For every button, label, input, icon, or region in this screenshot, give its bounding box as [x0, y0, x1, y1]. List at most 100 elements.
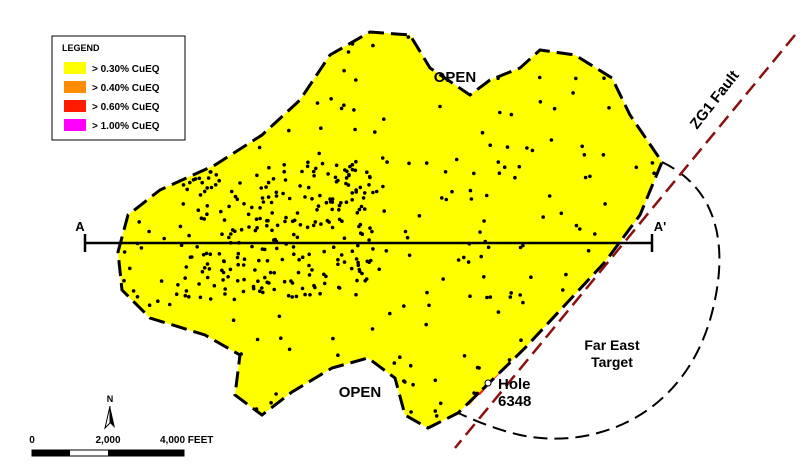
section-label: A [75, 219, 85, 234]
drill-hole [441, 277, 446, 281]
drill-hole [482, 275, 486, 279]
drill-hole [346, 50, 351, 54]
drill-hole [205, 212, 209, 216]
drill-hole [425, 290, 429, 295]
drill-hole [187, 233, 191, 238]
drill-hole [183, 276, 187, 280]
drill-hole [403, 380, 407, 384]
drill-hole [191, 178, 196, 182]
drill-hole [406, 35, 411, 39]
drill-hole [650, 161, 655, 165]
drill-hole [274, 194, 279, 198]
drill-hole [497, 171, 502, 175]
drill-hole [227, 204, 231, 209]
drill-hole [574, 223, 579, 228]
drill-hole [344, 200, 349, 204]
drill-hole [339, 253, 344, 257]
drill-hole [346, 183, 351, 187]
drill-hole [176, 283, 180, 287]
drill-hole [469, 197, 474, 201]
drill-hole [342, 68, 346, 73]
drill-hole [331, 336, 335, 341]
drill-hole [356, 260, 360, 265]
drill-hole [322, 281, 327, 286]
drill-hole [339, 201, 343, 205]
drill-hole [484, 193, 489, 198]
drill-hole [352, 108, 356, 112]
drill-hole [280, 257, 285, 262]
drill-hole [287, 128, 291, 133]
drill-hole [291, 245, 296, 249]
drill-hole [232, 297, 237, 302]
drill-hole [261, 290, 265, 295]
drill-hole [208, 170, 213, 174]
drill-hole [209, 185, 214, 190]
drill-hole [354, 257, 359, 261]
drill-hole [279, 336, 283, 341]
drill-hole [601, 153, 606, 157]
drill-hole [200, 180, 204, 185]
drill-hole [238, 181, 242, 185]
drill-hole [261, 200, 266, 204]
drill-hole [408, 363, 413, 368]
scale-segment [108, 450, 184, 456]
drill-hole [227, 235, 231, 240]
drill-hole [509, 112, 514, 117]
drill-hole [231, 318, 236, 323]
drill-hole [438, 401, 443, 406]
hole-marker [484, 379, 492, 387]
drill-hole [336, 178, 340, 183]
drill-hole [354, 188, 359, 192]
drill-hole [374, 189, 379, 194]
drill-hole [265, 259, 270, 263]
drill-hole [253, 228, 258, 233]
drill-hole [417, 214, 422, 218]
drill-hole [402, 304, 406, 308]
fault-line [454, 34, 796, 449]
drill-hole [319, 126, 323, 130]
drill-hole [407, 253, 412, 258]
drill-hole [349, 266, 354, 271]
drill-hole [603, 202, 607, 206]
drill-hole [496, 76, 500, 81]
drill-hole [496, 310, 501, 314]
drill-hole [380, 156, 385, 160]
drill-hole [226, 275, 230, 279]
drill-hole [337, 208, 341, 212]
drill-hole [468, 294, 472, 299]
drill-hole [220, 232, 224, 236]
scale-label: 2,000 [95, 435, 120, 446]
drill-hole [303, 292, 307, 297]
drill-hole [255, 226, 259, 230]
drill-hole [260, 286, 264, 290]
drill-hole [258, 206, 262, 210]
target-label: Far East [584, 337, 640, 353]
drill-hole [287, 196, 292, 201]
drill-hole [315, 208, 319, 212]
open-label: OPEN [434, 69, 477, 86]
drill-hole [188, 180, 192, 185]
drill-hole [196, 208, 201, 212]
drill-hole [206, 176, 211, 180]
drill-hole [167, 302, 172, 307]
drill-hole [122, 278, 126, 283]
drill-hole [496, 160, 501, 164]
drill-hole [440, 196, 444, 200]
drill-hole [330, 225, 335, 230]
drill-hole [368, 226, 372, 230]
drill-hole [246, 212, 251, 217]
drill-hole [373, 130, 377, 134]
drill-hole [229, 232, 233, 236]
drill-hole [480, 130, 485, 135]
drill-hole [462, 255, 466, 260]
drill-hole [289, 279, 293, 283]
drill-hole [367, 183, 371, 187]
drill-hole [354, 292, 358, 297]
drill-hole [336, 262, 340, 267]
drill-hole [195, 245, 199, 249]
drill-hole [362, 191, 367, 195]
drill-hole [517, 164, 522, 169]
drill-hole [454, 157, 459, 162]
drill-hole [259, 186, 264, 190]
drill-hole [318, 291, 322, 296]
